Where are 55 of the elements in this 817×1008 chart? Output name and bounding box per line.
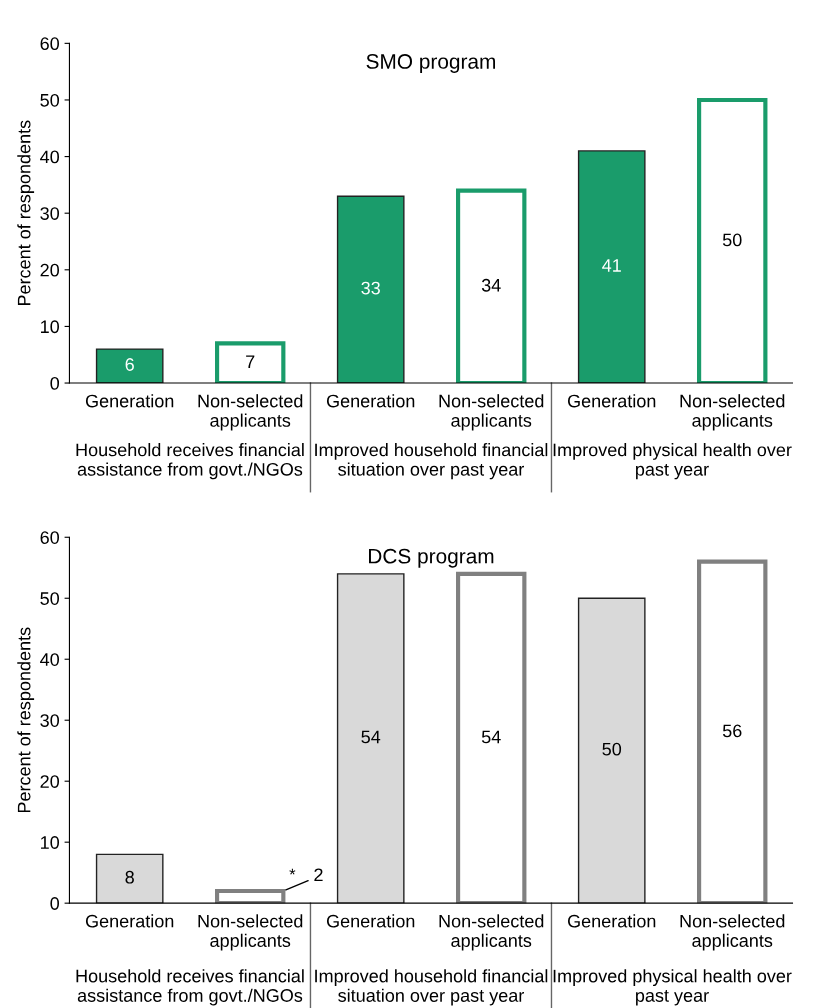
text: Improved household financial situation over past year	[315, 969, 548, 1006]
y-tick-label: 20	[40, 775, 60, 788]
data-label: 54	[361, 730, 381, 744]
data-label: 8	[125, 870, 134, 884]
x-tick-label: Non-selected applicants	[198, 914, 303, 951]
y-tick-label: 20	[40, 263, 60, 277]
y-tick-label: 0	[50, 376, 60, 390]
y-tick-label: 0	[50, 897, 60, 910]
data-label: 56	[722, 724, 742, 738]
text: Household receives financial assistance from govt./NGOs	[76, 969, 304, 1006]
x-tick-label: Non-selected applicants	[198, 394, 303, 431]
y-tick-label: 40	[40, 653, 60, 666]
data-label: 50	[602, 742, 622, 756]
bar	[336, 573, 405, 904]
data-label: 6	[125, 358, 134, 371]
y-tick-label: 10	[41, 836, 60, 849]
x-tick-label: Generation	[567, 394, 656, 408]
x-tick-label: Generation	[85, 394, 174, 408]
x-tick-label: Non-selected applicants	[439, 914, 544, 951]
y-tick-label: 40	[40, 150, 60, 164]
y-tick-label: 60	[40, 531, 60, 544]
y-tick-label: 60	[40, 37, 60, 51]
y-tick-label: 30	[40, 207, 60, 220]
x-tick-label: Non-selected applicants	[680, 394, 785, 431]
text: DCS program	[369, 548, 494, 568]
y-tick-label: 50	[40, 93, 60, 107]
x-tick-label: Generation	[85, 914, 174, 928]
data-label: 50	[722, 233, 742, 247]
x-tick-label: Generation	[326, 394, 415, 408]
chart-title: SMO program	[366, 54, 496, 73]
data-label: 2	[314, 868, 323, 881]
text: Improved physical health over past year	[553, 969, 792, 1006]
bar	[336, 195, 405, 384]
bar	[95, 348, 164, 384]
data-label: 54	[481, 730, 501, 744]
x-tick-label: Generation	[567, 914, 656, 928]
text: Improved physical health over past year	[553, 443, 792, 480]
data-label: 34	[481, 278, 501, 292]
x-tick-label: Generation	[326, 914, 415, 928]
text: Improved household financial situation over past year	[315, 443, 548, 480]
bar	[577, 150, 646, 384]
data-label: 7	[246, 355, 255, 368]
bar	[577, 597, 646, 904]
y-tick-label: 30	[40, 714, 60, 727]
data-label: 41	[602, 259, 621, 272]
y-tick-label: 10	[41, 320, 60, 334]
annotation: *	[289, 868, 296, 875]
data-label: 33	[361, 281, 380, 295]
y-axis-title: Percent of respondents	[17, 627, 35, 813]
text: Household receives financial assistance from govt./NGOs	[76, 443, 304, 480]
bar	[95, 853, 164, 904]
y-axis-title: Percent of respondents	[17, 120, 35, 306]
y-tick-label: 50	[40, 592, 60, 605]
x-tick-label: Non-selected applicants	[680, 914, 785, 951]
x-tick-label: Non-selected applicants	[439, 394, 544, 431]
